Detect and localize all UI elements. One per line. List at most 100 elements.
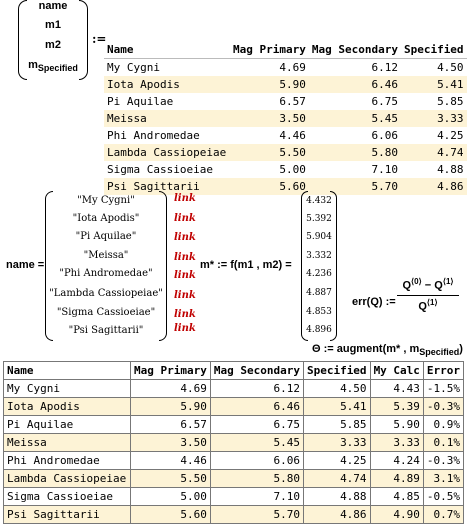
cell: Lambda Cassiopeiae — [104, 144, 230, 161]
err-numerator: Q⟨0⟩ − Q⟨1⟩ — [402, 277, 454, 292]
cell: Meissa — [3, 433, 131, 452]
cell: 4.46 — [130, 451, 211, 470]
cell: Pi Aquilae — [104, 93, 230, 110]
cell: 4.43 — [369, 379, 424, 398]
col-header-mag-primary: Mag Primary — [130, 361, 211, 380]
link-6[interactable]: link — [174, 290, 196, 301]
table-row: Meissa 3.50 5.45 3.33 — [104, 110, 467, 127]
table-row: Phi Andromedae 4.46 6.06 4.25 4.24 -0.3% — [3, 451, 465, 470]
cell: 5.90 — [230, 76, 309, 93]
cell: Psi Sagittarii — [104, 178, 230, 195]
mstar-value: 4.432 — [306, 196, 332, 206]
cell: Pi Aquilae — [3, 415, 131, 434]
cell: 5.00 — [130, 487, 211, 506]
link-3[interactable]: link — [174, 232, 196, 243]
cell: 6.06 — [209, 451, 304, 470]
cell: 6.46 — [209, 397, 304, 416]
cell: -0.3% — [422, 397, 465, 416]
table-row: Pi Aquilae 6.57 6.75 5.85 5.90 0.9% — [3, 415, 465, 434]
mstar-value: 4.236 — [306, 269, 332, 279]
link-5[interactable]: link — [174, 270, 196, 281]
table-row: Lambda Cassiopeiae 5.50 5.80 4.74 — [104, 144, 467, 161]
cell: 4.46 — [230, 127, 309, 144]
name-item: "Phi Andromedae" — [59, 268, 153, 279]
link-8[interactable]: link — [174, 323, 196, 334]
cell: 4.90 — [369, 505, 424, 524]
cell: 5.80 — [209, 469, 304, 488]
table-row: My Cygni 4.69 6.12 4.50 — [104, 58, 467, 76]
name-item: "Sigma Cassioeiae" — [56, 307, 156, 318]
cell: 5.90 — [369, 415, 424, 434]
col-header-mag-primary: Mag Primary — [230, 41, 309, 59]
table-row: Phi Andromedae 4.46 6.06 4.25 — [104, 127, 467, 144]
link-1[interactable]: link — [174, 193, 196, 204]
name-item: "Iota Apodis" — [72, 213, 140, 224]
cell: 3.33 — [400, 110, 467, 127]
cell: 4.25 — [400, 127, 467, 144]
name-item: "My Cygni" — [77, 195, 135, 206]
link-7[interactable]: link — [174, 309, 196, 320]
table-row: Meissa 3.50 5.45 3.33 3.33 0.1% — [3, 433, 465, 452]
cell: 5.45 — [308, 110, 401, 127]
cell: 4.86 — [302, 505, 371, 524]
table-row: Psi Sagittarii 5.60 5.70 4.86 — [104, 178, 467, 195]
cell: 5.45 — [209, 433, 304, 452]
vector-item-subscript: Specified — [37, 63, 78, 74]
col-header-error: Error — [422, 361, 465, 380]
link-4[interactable]: link — [174, 252, 196, 263]
theta-assignment: Θ := augment(m* , mSpecified) — [312, 343, 463, 358]
cell: 3.33 — [302, 433, 371, 452]
table-row: Iota Apodis 5.90 6.46 5.41 — [104, 76, 467, 93]
cell: 5.70 — [308, 178, 401, 195]
cell: 4.85 — [369, 487, 424, 506]
vector-item-m1: m1 — [45, 19, 61, 31]
link-2[interactable]: link — [174, 213, 196, 224]
vector-item-mspecified: mSpecified — [28, 59, 78, 74]
cell: 6.57 — [230, 93, 309, 110]
cell: 4.89 — [369, 469, 424, 488]
name-item: "Meissa" — [83, 250, 129, 261]
cell: Sigma Cassioeiae — [3, 487, 131, 506]
cell: My Cygni — [3, 379, 131, 398]
cell: -0.3% — [422, 451, 465, 470]
table-row: Psi Sagittarii 5.60 5.70 4.86 4.90 0.7% — [3, 505, 465, 524]
cell: 3.50 — [230, 110, 309, 127]
cell: 5.50 — [130, 469, 211, 488]
table-row: Sigma Cassioeiae 5.00 7.10 4.88 4.85 -0.5% — [3, 487, 465, 506]
table-row: Sigma Cassioeiae 5.00 7.10 4.88 — [104, 161, 467, 178]
cell: 7.10 — [209, 487, 304, 506]
cell: 4.50 — [400, 58, 467, 76]
cell: 5.70 — [209, 505, 304, 524]
cell: 4.74 — [302, 469, 371, 488]
cell: Psi Sagittarii — [3, 505, 131, 524]
cell: Iota Apodis — [104, 76, 230, 93]
mstar-value: 5.904 — [306, 232, 332, 242]
cell: 5.50 — [230, 144, 309, 161]
err-denominator: Q⟨1⟩ — [418, 298, 438, 313]
vector-item-name: name — [38, 0, 68, 12]
cell: Sigma Cassioeiae — [104, 161, 230, 178]
mstar-value: 4.887 — [306, 288, 332, 298]
vector-left-bracket — [301, 191, 308, 341]
cell: 4.86 — [400, 178, 467, 195]
cell: Phi Andromedae — [104, 127, 230, 144]
cell: 6.75 — [308, 93, 401, 110]
result-table: Name Mag Primary Mag Secondary Specified… — [3, 361, 465, 524]
cell: 4.69 — [130, 379, 211, 398]
cell: -0.5% — [422, 487, 465, 506]
col-header-mag-secondary: Mag Secondary — [209, 361, 304, 380]
cell: 0.9% — [422, 415, 465, 434]
err-function-fraction: Q⟨0⟩ − Q⟨1⟩ Q⟨1⟩ — [397, 277, 459, 313]
err-function-label: err(Q) := — [352, 296, 396, 308]
cell: Iota Apodis — [3, 397, 131, 416]
cell: 3.50 — [130, 433, 211, 452]
cell: 0.7% — [422, 505, 465, 524]
cell: Meissa — [104, 110, 230, 127]
cell: 5.39 — [369, 397, 424, 416]
cell: 5.00 — [230, 161, 309, 178]
cell: My Cygni — [104, 58, 230, 76]
cell: 5.90 — [130, 397, 211, 416]
cell: 6.12 — [209, 379, 304, 398]
mstar-value: 3.332 — [306, 251, 332, 261]
cell: 6.12 — [308, 58, 401, 76]
